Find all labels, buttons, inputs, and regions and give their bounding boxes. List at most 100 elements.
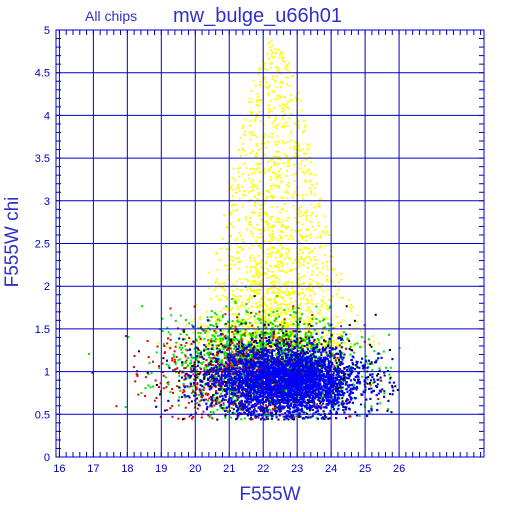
data-point [251, 172, 254, 175]
data-point [309, 189, 312, 192]
data-point [253, 329, 256, 332]
data-point [272, 282, 275, 285]
data-point [311, 314, 314, 316]
data-point [291, 173, 294, 176]
data-point [205, 365, 208, 368]
data-point [340, 352, 343, 355]
data-point [147, 384, 150, 387]
data-point [277, 295, 280, 298]
data-point [211, 371, 214, 374]
data-point [311, 211, 314, 214]
data-point [195, 393, 198, 396]
data-point [339, 272, 342, 275]
data-point [281, 139, 284, 142]
data-point [315, 416, 318, 419]
data-point [359, 346, 362, 349]
data-point [309, 335, 312, 338]
data-point [241, 353, 244, 355]
data-point [328, 332, 331, 335]
data-point [289, 337, 292, 340]
data-point [227, 334, 230, 337]
data-point [297, 343, 300, 346]
data-point [282, 162, 285, 165]
data-point [320, 316, 323, 319]
data-point [310, 299, 313, 302]
data-point [259, 120, 262, 123]
data-point [306, 346, 309, 349]
data-point [268, 345, 271, 347]
data-point [167, 337, 169, 340]
data-point [231, 195, 234, 198]
data-point [247, 280, 250, 282]
data-point [200, 416, 203, 419]
data-point [367, 343, 370, 346]
data-point [262, 295, 265, 298]
data-point [208, 377, 211, 380]
data-point [175, 341, 178, 344]
data-point [217, 315, 220, 318]
data-point [269, 216, 272, 219]
data-point [202, 410, 205, 413]
data-point [215, 379, 218, 382]
data-point [329, 260, 332, 263]
data-point [190, 342, 193, 345]
data-point [259, 407, 262, 409]
data-point [267, 408, 270, 411]
data-point [256, 99, 259, 102]
data-point [320, 404, 323, 407]
data-point [298, 292, 301, 295]
data-point [240, 418, 243, 421]
data-point [301, 339, 304, 342]
data-point [228, 263, 231, 266]
data-point [215, 322, 218, 325]
data-point [350, 303, 352, 306]
data-point [238, 189, 241, 192]
data-point [270, 188, 273, 191]
data-point [321, 300, 323, 303]
data-point [307, 252, 310, 255]
data-point [305, 211, 308, 213]
data-point [276, 97, 279, 100]
data-point [294, 122, 296, 125]
data-point [368, 411, 371, 414]
data-point [239, 344, 242, 347]
data-point [167, 381, 170, 384]
data-point [286, 262, 289, 265]
data-point [213, 289, 216, 292]
data-point [309, 317, 312, 320]
data-point [240, 249, 243, 251]
data-point [219, 406, 222, 409]
data-point [261, 280, 263, 283]
data-point [236, 316, 239, 319]
data-point [211, 417, 214, 420]
data-point [304, 164, 307, 167]
data-point [293, 180, 296, 182]
data-point [242, 345, 245, 348]
data-point [254, 116, 257, 119]
data-point [207, 414, 210, 417]
data-point [290, 414, 293, 417]
data-point [179, 369, 181, 372]
data-point [276, 314, 279, 317]
data-point [271, 232, 274, 235]
data-point [270, 185, 273, 188]
data-point [141, 305, 144, 308]
data-point [286, 83, 289, 86]
data-point [299, 350, 302, 353]
data-point [287, 340, 290, 343]
data-point [234, 325, 237, 328]
data-point [303, 260, 306, 263]
data-point [256, 223, 259, 226]
data-point [201, 391, 204, 394]
data-point [230, 407, 233, 409]
data-point [227, 320, 229, 323]
data-point [266, 225, 269, 228]
data-point [219, 310, 222, 313]
data-point [197, 331, 200, 334]
data-point [330, 345, 333, 348]
data-point [280, 306, 283, 309]
data-point [239, 320, 242, 323]
data-point [278, 174, 281, 177]
data-point [259, 339, 261, 342]
data-point [387, 408, 389, 411]
